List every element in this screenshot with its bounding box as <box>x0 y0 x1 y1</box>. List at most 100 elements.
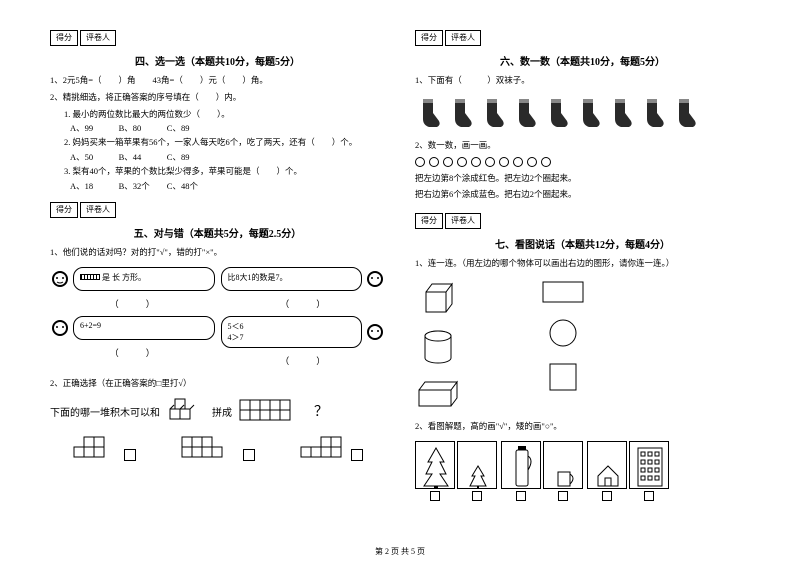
picture-comparison <box>415 441 750 501</box>
score-box-4: 得分 评卷人 <box>50 30 385 46</box>
blocks-text2: 拼成 <box>212 404 232 419</box>
section-5-title: 五、对与错（本题共5分，每题2.5分） <box>50 225 385 240</box>
sock-icon <box>479 97 507 129</box>
score-cell: 得分 <box>50 30 78 46</box>
circle-icon <box>415 157 425 167</box>
cube-icon <box>418 280 458 316</box>
score-box-5: 得分 评卷人 <box>50 202 385 218</box>
s4-q2-1-opts: A、99 B、80 C、89 <box>50 122 385 134</box>
circle-row <box>415 157 750 167</box>
blocks-text1: 下面的哪一堆积木可以和 <box>50 404 160 419</box>
circle-shape-icon <box>548 318 578 348</box>
s4-q2-2-opts: A、50 B、44 C、89 <box>50 151 385 163</box>
face-icon <box>50 318 70 338</box>
section-7-title: 七、看图说话（本题共12分，每题4分） <box>415 236 750 251</box>
sock-icon <box>511 97 539 129</box>
tree-short-icon <box>457 441 497 489</box>
s6-q2-l1: 把左边第8个涂成红色。把左边2个圈起来。 <box>415 172 750 185</box>
score-cell: 得分 <box>50 202 78 218</box>
house-small-icon <box>587 441 627 489</box>
sock-icon <box>447 97 475 129</box>
s4-q2: 2、精挑细选，将正确答案的序号填在（ ）内。 <box>50 91 385 104</box>
square-icon <box>548 362 578 392</box>
sock-icon <box>575 97 603 129</box>
shapes-matching <box>415 280 750 410</box>
rectangle-icon <box>541 280 585 304</box>
grader-cell: 评卷人 <box>80 202 116 218</box>
sock-icon <box>607 97 635 129</box>
bubble-3: 6+2=9 <box>73 316 215 340</box>
cuboid-icon <box>415 380 461 410</box>
face-icon <box>365 322 385 342</box>
grader-cell: 评卷人 <box>445 30 481 46</box>
page-container: 得分 评卷人 四、选一选（本题共10分，每题5分） 1、2元5角=（ ）角 43… <box>50 30 750 530</box>
picture-pair <box>501 441 583 501</box>
section-6-title: 六、数一数（本题共10分，每题5分） <box>415 53 750 68</box>
circle-icon <box>541 157 551 167</box>
sock-row <box>415 97 750 129</box>
score-box-6: 得分 评卷人 <box>415 30 750 46</box>
block-option-2-icon <box>180 431 240 461</box>
s4-q2-1: 1. 最小的两位数比最大的两位数少（ ）。 <box>50 108 385 121</box>
bubble-2: 比8大1的数是7。 <box>221 267 363 291</box>
cup-short-icon <box>543 441 583 489</box>
checkbox[interactable] <box>124 449 136 461</box>
speech-bubbles: 是 长 方形。 （ ） 6+2=9 （ ） 比8大1的数是7。 （ ） 5＜64… <box>50 267 385 369</box>
checkbox[interactable] <box>558 491 568 501</box>
section-4-title: 四、选一选（本题共10分，每题5分） <box>50 53 385 68</box>
grader-cell: 评卷人 <box>445 213 481 229</box>
question-mark: ？ <box>314 401 328 421</box>
checkbox[interactable] <box>430 491 440 501</box>
score-box-7: 得分 评卷人 <box>415 213 750 229</box>
sock-icon <box>639 97 667 129</box>
picture-pair <box>415 441 497 501</box>
score-cell: 得分 <box>415 213 443 229</box>
ruler-icon <box>80 274 100 280</box>
grader-cell: 评卷人 <box>80 30 116 46</box>
s5-q2: 2、正确选择（在正确答案的□里打√） <box>50 377 385 390</box>
circle-icon <box>513 157 523 167</box>
face-icon <box>365 269 385 289</box>
checkbox[interactable] <box>472 491 482 501</box>
circle-icon <box>443 157 453 167</box>
s4-q2-3-opts: A、18 B、32个 C、48个 <box>50 180 385 192</box>
s7-q2: 2、看图解题，高的画"√"，矮的画"○"。 <box>415 420 750 433</box>
s4-q2-3: 3. 梨有40个，苹果的个数比梨少得多，苹果可能是（ ）个。 <box>50 165 385 178</box>
circle-icon <box>471 157 481 167</box>
face-icon <box>50 269 70 289</box>
paren: （ ） <box>50 346 215 359</box>
right-column: 得分 评卷人 六、数一数（本题共10分，每题5分） 1、下面有（ ）双袜子。 2… <box>415 30 750 530</box>
s5-q1: 1、他们说的话对吗？对的打"√"，错的打"×"。 <box>50 246 385 259</box>
circle-icon <box>429 157 439 167</box>
bubble-4a: 5＜6 <box>228 321 356 332</box>
checkbox[interactable] <box>516 491 526 501</box>
block-option-1-icon <box>72 431 122 461</box>
circle-icon <box>499 157 509 167</box>
left-column: 得分 评卷人 四、选一选（本题共10分，每题5分） 1、2元5角=（ ）角 43… <box>50 30 385 530</box>
circle-icon <box>527 157 537 167</box>
bubble-4b: 4＞7 <box>228 332 356 343</box>
picture-pair <box>587 441 669 501</box>
block-option-3-icon <box>299 431 349 461</box>
circle-icon <box>457 157 467 167</box>
thermos-tall-icon <box>501 441 541 489</box>
s6-q1: 1、下面有（ ）双袜子。 <box>415 74 750 87</box>
bubble-1-text: 是 长 方形。 <box>102 273 146 282</box>
score-cell: 得分 <box>415 30 443 46</box>
sock-icon <box>543 97 571 129</box>
bubble-4: 5＜64＞7 <box>221 316 363 348</box>
building-tall-icon <box>629 441 669 489</box>
circle-icon <box>485 157 495 167</box>
checkbox[interactable] <box>602 491 612 501</box>
blocks-section: 下面的哪一堆积木可以和 拼成 ？ <box>50 397 385 469</box>
paren: （ ） <box>50 297 215 310</box>
checkbox[interactable] <box>243 449 255 461</box>
checkbox[interactable] <box>644 491 654 501</box>
checkbox[interactable] <box>351 449 363 461</box>
sock-icon <box>415 97 443 129</box>
s6-q2: 2、数一数，画一画。 <box>415 139 750 152</box>
shapes-right <box>541 280 585 410</box>
s7-q1: 1、连一连。（用左边的哪个物体可以画出右边的图形，请你连一连。） <box>415 257 750 270</box>
block-options <box>50 431 385 463</box>
block-target-icon <box>238 398 308 424</box>
